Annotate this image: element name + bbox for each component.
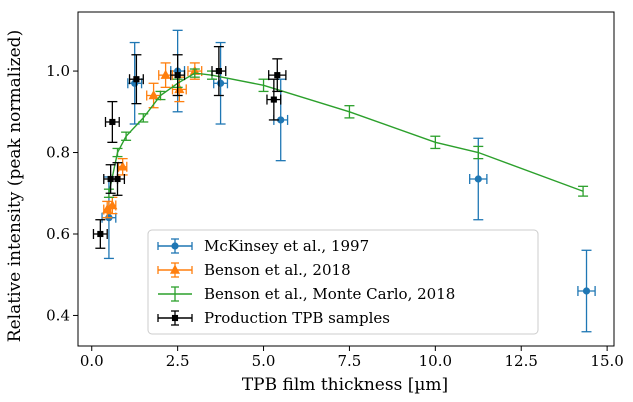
data-point: [577, 249, 596, 333]
point-marker: [107, 200, 118, 210]
data-point: [104, 100, 120, 143]
x-tick-label: 5.0: [252, 352, 276, 370]
data-point: [473, 145, 484, 160]
legend-box: [147, 229, 539, 335]
point-marker: [174, 83, 185, 94]
y-tick-label: 0.4: [46, 306, 70, 324]
data-point: [258, 78, 269, 93]
data-point: [578, 185, 589, 197]
point-marker: [97, 230, 104, 238]
data-point: [127, 41, 143, 125]
point-marker: [117, 161, 128, 171]
x-tick-label: 0.0: [80, 352, 104, 370]
y-tick-label: 0.6: [46, 225, 70, 243]
legend-marker: [171, 242, 179, 250]
data-point: [92, 219, 108, 249]
point-marker: [270, 96, 277, 103]
y-tick-label: 1.0: [46, 62, 70, 80]
point-marker: [277, 116, 285, 124]
legend-label: McKinsey et al., 1997: [204, 237, 369, 255]
legend-label: Production TPB samples: [204, 309, 390, 327]
data-point: [128, 54, 144, 105]
x-tick-label: 12.5: [505, 352, 538, 370]
data-point: [430, 135, 441, 150]
point-marker: [215, 68, 222, 75]
point-marker: [109, 118, 116, 126]
x-tick-label: 10.0: [419, 352, 452, 370]
legend-marker: [171, 314, 179, 322]
data-point: [112, 147, 123, 158]
point-marker: [114, 175, 121, 183]
legend: McKinsey et al., 1997 Benson et al., 2018…: [147, 229, 539, 335]
data-point: [170, 54, 186, 97]
data-point: [213, 41, 229, 125]
series-1: [102, 62, 203, 219]
data-point: [171, 76, 187, 103]
axes: 0.0 2.5 5.0 7.5 10.0 12.5 15.0 0.4 0.6 0.8 1.0: [46, 11, 624, 370]
point-marker: [582, 287, 591, 295]
point-marker: [216, 79, 225, 87]
data-point: [117, 157, 128, 176]
point-marker: [274, 72, 281, 79]
data-point: [138, 113, 149, 123]
legend-item: Benson et al., Monte Carlo, 2018: [158, 285, 455, 303]
series-3: [92, 45, 287, 249]
data-point: [266, 78, 282, 121]
data-point: [268, 58, 287, 93]
point-marker: [133, 76, 140, 83]
legend-label: Benson et al., Monte Carlo, 2018: [204, 285, 455, 303]
data-point: [189, 68, 200, 78]
legend-item: McKinsey et al., 1997: [157, 237, 369, 255]
plot-area: [92, 29, 596, 333]
data-point: [273, 78, 289, 162]
data-point: [211, 45, 227, 97]
data-point: [155, 90, 166, 101]
x-tick-label: 7.5: [338, 352, 362, 370]
x-tick-label: 15.0: [590, 352, 623, 370]
legend-item: Production TPB samples: [157, 309, 390, 327]
point-marker: [174, 72, 181, 79]
data-point: [158, 62, 174, 89]
legend-label: Benson et al., 2018: [204, 261, 351, 279]
data-point: [109, 162, 126, 196]
data-point: [102, 200, 113, 219]
point-marker: [148, 90, 159, 100]
plot-frame: [77, 11, 615, 347]
legend-marker: [169, 264, 181, 274]
x-axis-label: TPB film thickness [µm]: [242, 375, 448, 395]
y-axis-label: Relative intensity (peak normalized): [5, 30, 25, 342]
point-marker: [102, 204, 113, 214]
data-point: [344, 105, 355, 119]
y-tick-label: 0.8: [46, 144, 70, 162]
legend-item: Benson et al., 2018: [157, 261, 351, 279]
series-2: [103, 68, 589, 198]
x-tick-label: 2.5: [166, 352, 190, 370]
data-point: [121, 131, 132, 141]
point-marker: [474, 175, 482, 183]
point-marker: [160, 69, 171, 79]
